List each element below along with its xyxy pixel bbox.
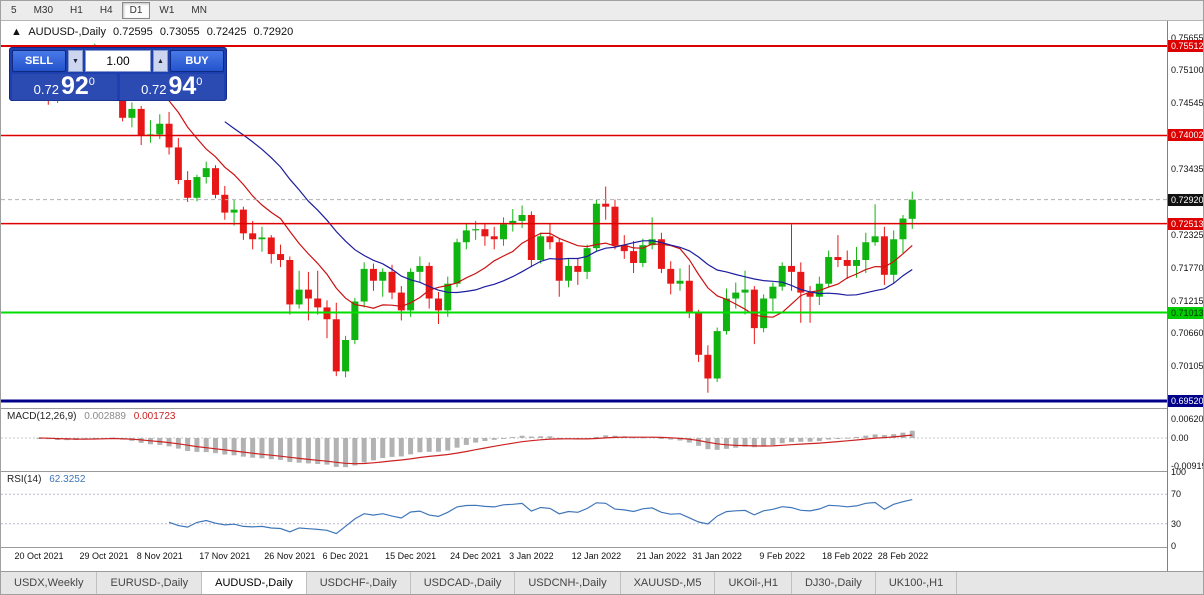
buy-button[interactable]: BUY — [170, 50, 224, 72]
chart-tab-usdcnh-daily[interactable]: USDCNH-,Daily — [515, 572, 621, 594]
volume-input[interactable]: 1.00 — [85, 50, 151, 72]
ohlc-low: 0.72425 — [206, 26, 247, 38]
chart-tab-ukoil-h1[interactable]: UKOil-,H1 — [715, 572, 792, 594]
chart-symbol-label: AUDUSD-,Daily — [28, 26, 106, 38]
chart-tab-usdchf-daily[interactable]: USDCHF-,Daily — [307, 572, 411, 594]
rsi-value: 62.3252 — [49, 474, 86, 485]
timeframe-mn[interactable]: MN — [191, 5, 207, 16]
timeframe-d1[interactable]: D1 — [121, 2, 151, 19]
macd-pane-separator[interactable] — [1, 408, 1167, 409]
timeframe-w1[interactable]: W1 — [159, 5, 175, 16]
sell-price-base: 0.72 — [33, 82, 59, 97]
chart-tab-dj30-daily[interactable]: DJ30-,Daily — [792, 572, 876, 594]
timeframe-m30[interactable]: M30 — [33, 5, 54, 16]
timeframe-5[interactable]: 5 — [11, 5, 17, 16]
price-axis — [1167, 21, 1203, 573]
chart-header: ▲ AUDUSD-,Daily 0.72595 0.73055 0.72425 … — [11, 26, 297, 38]
chart-tab-audusd-daily[interactable]: AUDUSD-,Daily — [202, 571, 307, 594]
rsi-indicator-name: RSI(14) — [7, 474, 42, 485]
sell-price-sup: 0 — [88, 76, 95, 88]
chart-tab-xauusd-m5[interactable]: XAUUSD-,M5 — [621, 572, 716, 594]
chart-symbol-icon[interactable]: ▲ — [11, 26, 22, 38]
volume-up-stepper[interactable]: ▲ — [153, 50, 168, 72]
ohlc-open: 0.72595 — [113, 26, 153, 38]
macd-pane-label: MACD(12,26,9) 0.002889 0.001723 — [7, 411, 180, 422]
buy-price-big: 94 — [168, 72, 197, 100]
timeframe-toolbar: 5 M30 H1 H4 D1 W1 MN — [1, 1, 1203, 21]
rsi-pane-separator[interactable] — [1, 471, 1167, 472]
sell-button[interactable]: SELL — [12, 50, 66, 72]
chart-tab-usdcad-daily[interactable]: USDCAD-,Daily — [411, 572, 516, 594]
ohlc-close: 0.72920 — [253, 26, 294, 38]
volume-down-stepper[interactable]: ▼ — [68, 50, 83, 72]
timeframe-h4[interactable]: H4 — [99, 5, 113, 16]
buy-price-base: 0.72 — [141, 82, 167, 97]
chart-tab-eurusd-daily[interactable]: EURUSD-,Daily — [97, 572, 203, 594]
chart-tab-bar: USDX,Weekly EURUSD-,Daily AUDUSD-,Daily USD… — [1, 571, 1203, 594]
ohlc-high: 0.73055 — [159, 26, 200, 38]
sell-price-display[interactable]: 0.72 92 0 — [12, 74, 117, 101]
timeframe-h1[interactable]: H1 — [70, 5, 83, 16]
chart-tab-uk100-h1[interactable]: UK100-,H1 — [876, 572, 958, 594]
one-click-trading-panel: SELL ▼ 1.00 ▲ BUY 0.72 92 0 0.72 94 0 — [9, 47, 227, 101]
buy-price-sup: 0 — [196, 76, 203, 88]
macd-main-value: 0.002889 — [84, 411, 126, 422]
date-axis-separator — [1, 547, 1167, 548]
macd-signal-value: 0.001723 — [133, 411, 176, 422]
chart-tab-usdx-weekly[interactable]: USDX,Weekly — [1, 572, 98, 594]
buy-price-display[interactable]: 0.72 94 0 — [119, 72, 224, 101]
sell-price-big: 92 — [60, 72, 89, 100]
rsi-pane-label: RSI(14) 62.3252 — [7, 474, 90, 485]
macd-indicator-name: MACD(12,26,9) — [7, 411, 77, 422]
